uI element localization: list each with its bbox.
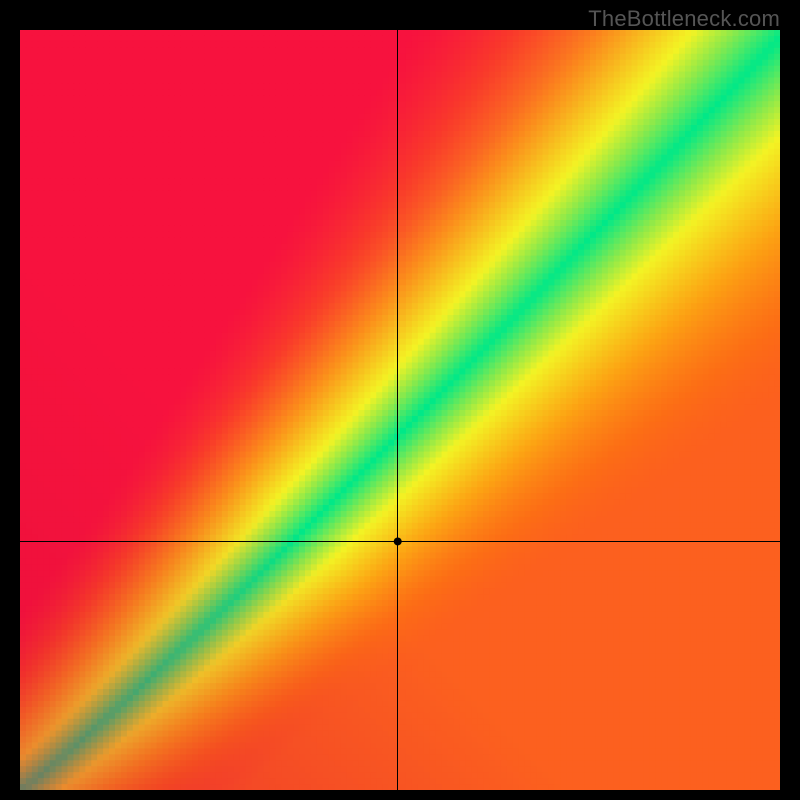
bottleneck-heatmap — [20, 30, 780, 790]
watermark-text: TheBottleneck.com — [588, 6, 780, 32]
crosshair-marker — [394, 537, 402, 545]
chart-container: { "watermark": "TheBottleneck.com", "cha… — [0, 0, 800, 800]
heatmap-cells — [20, 30, 780, 790]
